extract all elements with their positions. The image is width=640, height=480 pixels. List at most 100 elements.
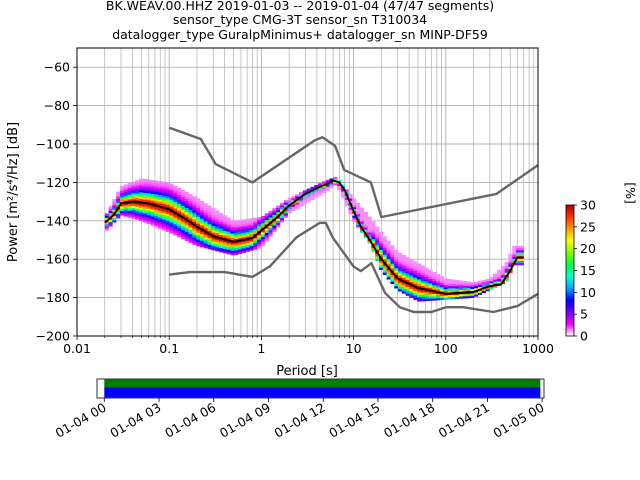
density-cell	[207, 219, 212, 222]
density-cell	[356, 203, 361, 206]
density-cell	[413, 295, 418, 298]
density-cell	[222, 217, 227, 220]
density-cell	[348, 205, 353, 208]
density-cell	[161, 197, 166, 200]
density-cell	[447, 290, 452, 293]
density-cell	[264, 232, 269, 236]
density-cell	[306, 199, 311, 203]
time-bar-coverage-green	[104, 379, 541, 388]
density-cell	[131, 194, 136, 198]
density-cell	[131, 181, 136, 185]
density-cell	[283, 213, 288, 216]
density-cell	[436, 293, 441, 297]
density-cell	[112, 201, 117, 204]
density-cell	[238, 235, 243, 239]
density-cell	[455, 296, 460, 300]
density-cell	[367, 220, 372, 224]
density-cell	[180, 205, 186, 209]
density-cell	[405, 257, 410, 260]
density-cell	[264, 230, 269, 233]
density-cell	[112, 209, 117, 212]
density-cell	[161, 221, 166, 224]
density-cell	[108, 206, 113, 209]
density-cell	[158, 190, 163, 193]
density-cell	[439, 289, 445, 292]
density-cell	[489, 278, 494, 282]
density-cell	[321, 181, 326, 184]
density-cell	[378, 247, 384, 250]
density-cell	[199, 225, 205, 228]
density-cell	[249, 229, 254, 233]
density-cell	[116, 215, 121, 219]
density-cell	[329, 178, 334, 181]
density-cell	[203, 241, 208, 244]
density-cell	[207, 210, 212, 213]
density-cell	[451, 279, 456, 282]
density-cell	[192, 232, 197, 236]
density-cell	[436, 284, 441, 288]
density-cell	[173, 210, 178, 214]
density-cell	[211, 236, 216, 240]
density-cell	[318, 183, 323, 186]
density-cell	[260, 225, 266, 228]
density-cell	[462, 281, 467, 284]
density-cell	[188, 209, 193, 213]
density-cell	[199, 203, 205, 206]
density-cell	[420, 294, 425, 297]
density-cell	[177, 212, 182, 215]
density-cell	[375, 228, 380, 232]
density-cell	[382, 247, 387, 251]
density-cell	[199, 229, 205, 232]
density-cell	[142, 215, 147, 218]
density-cell	[409, 259, 414, 262]
density-cell	[241, 230, 246, 233]
density-cell	[299, 194, 304, 197]
density-cell	[135, 188, 140, 192]
density-cell	[398, 255, 403, 258]
density-cell	[123, 189, 128, 192]
density-cell	[112, 215, 117, 219]
colorbar-tick-label: 0	[580, 329, 588, 344]
density-cell	[188, 236, 193, 239]
density-cell	[215, 221, 220, 225]
density-cell	[165, 184, 170, 187]
density-cell	[413, 270, 418, 274]
density-cell	[226, 228, 231, 232]
density-cell	[196, 205, 201, 208]
density-cell	[306, 195, 311, 198]
density-cell	[409, 286, 414, 289]
density-cell	[443, 297, 448, 300]
density-cell	[222, 230, 227, 234]
density-cell	[432, 280, 437, 284]
density-cell	[257, 226, 262, 229]
density-cell	[398, 279, 403, 283]
density-cell	[458, 296, 464, 299]
density-cell	[177, 219, 182, 222]
density-cell	[405, 263, 410, 267]
colorbar-tick-label: 25	[580, 219, 596, 234]
density-cell	[363, 235, 368, 239]
density-cell	[272, 229, 277, 232]
density-cell	[363, 229, 368, 232]
density-cell	[135, 199, 140, 203]
density-cell	[226, 238, 231, 241]
density-cell	[310, 191, 315, 194]
density-cell	[234, 225, 239, 228]
density-cell	[401, 273, 406, 276]
density-cell	[268, 217, 273, 220]
density-cell	[504, 266, 509, 269]
density-cell	[234, 250, 239, 253]
ppsd-density	[104, 177, 525, 302]
density-cell	[318, 193, 323, 196]
density-cell	[199, 207, 205, 210]
density-cell	[352, 206, 357, 210]
density-cell	[173, 208, 178, 211]
density-cell	[188, 218, 193, 221]
density-cell	[180, 218, 186, 222]
density-cell	[378, 242, 384, 246]
density-cell	[173, 226, 178, 229]
density-cell	[192, 196, 197, 199]
density-cell	[158, 181, 163, 184]
density-cell	[165, 213, 170, 217]
density-cell	[104, 213, 109, 216]
